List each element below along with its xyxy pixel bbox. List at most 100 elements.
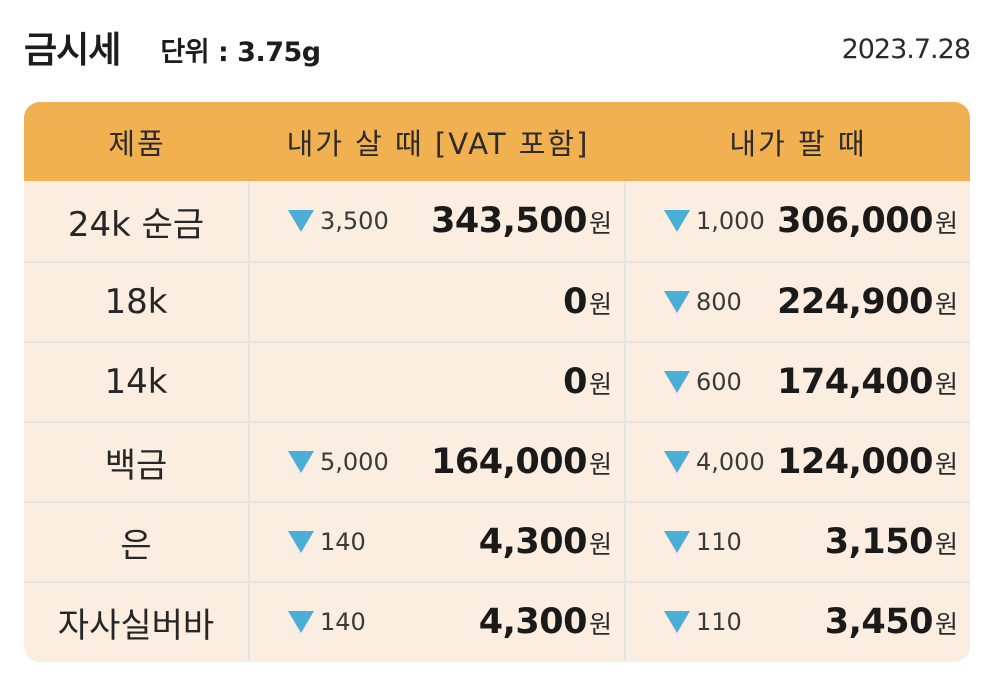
sell-change: 1,000 <box>664 207 777 235</box>
table-row: 24k 순금 3,500 343,500 원 1,000 306,000 원 <box>24 181 970 261</box>
sell-price: 3,450 원 <box>825 602 958 642</box>
sell-price-cell: 800 224,900 원 <box>626 263 970 341</box>
buy-change-value: 140 <box>320 528 366 556</box>
down-arrow-icon <box>288 611 314 633</box>
page-title: 금시세 <box>24 30 121 71</box>
product-name: 14k <box>24 343 250 421</box>
product-name: 자사실버바 <box>24 583 250 661</box>
down-arrow-icon <box>288 451 314 473</box>
page-header: 금시세 단위 : 3.75g 2023.7.28 <box>24 14 971 80</box>
buy-change: 5,000 <box>288 448 408 476</box>
currency-suffix: 원 <box>934 610 958 639</box>
sell-change: 600 <box>664 368 777 396</box>
buy-price: 4,300 원 <box>479 602 612 642</box>
down-arrow-icon <box>664 611 690 633</box>
sell-price-amount: 3,150 <box>824 522 934 562</box>
column-header-buy: 내가 살 때 [VAT 포함] <box>286 126 590 161</box>
sell-price-cell: 4,000 124,000 원 <box>626 423 970 501</box>
currency-suffix: 원 <box>588 450 612 479</box>
currency-suffix: 원 <box>588 530 612 559</box>
currency-suffix: 원 <box>588 290 612 319</box>
buy-change: 140 <box>288 528 408 556</box>
table-header: 제품 내가 살 때 [VAT 포함] 내가 팔 때 <box>24 102 970 181</box>
buy-price-amount: 164,000 <box>431 442 587 482</box>
buy-price-amount: 0 <box>563 362 587 402</box>
column-header-product: 제품 <box>108 126 166 161</box>
buy-price-cell: 140 4,300 원 <box>250 503 626 581</box>
down-arrow-icon <box>664 291 690 313</box>
down-arrow-icon <box>288 531 314 553</box>
product-name: 18k <box>24 263 250 341</box>
sell-change-value: 600 <box>696 368 742 396</box>
sell-change-value: 110 <box>696 528 742 556</box>
sell-price-amount: 224,900 <box>777 282 933 322</box>
buy-price-amount: 4,300 <box>478 522 588 562</box>
sell-price-amount: 3,450 <box>824 602 934 642</box>
buy-change: 140 <box>288 608 408 636</box>
down-arrow-icon <box>664 371 690 393</box>
product-name: 24k 순금 <box>24 181 250 261</box>
unit-label: 단위 : 3.75g <box>160 36 321 68</box>
down-arrow-icon <box>664 451 690 473</box>
buy-price: 343,500 원 <box>431 201 612 241</box>
sell-price-cell: 1,000 306,000 원 <box>626 181 970 261</box>
sell-change: 110 <box>664 528 784 556</box>
gold-price-table: 제품 내가 살 때 [VAT 포함] 내가 팔 때 24k 순금 3,500 343… <box>24 102 970 662</box>
currency-suffix: 원 <box>934 530 958 559</box>
buy-price-cell: 140 4,300 원 <box>250 583 626 661</box>
sell-change: 4,000 <box>664 448 777 476</box>
sell-price-cell: 110 3,150 원 <box>626 503 970 581</box>
down-arrow-icon <box>664 531 690 553</box>
table-row: 18k 0 원 800 224,900 원 <box>24 261 970 341</box>
sell-price-cell: 110 3,450 원 <box>626 583 970 661</box>
buy-change: 3,500 <box>288 207 408 235</box>
sell-price-amount: 124,000 <box>777 442 933 482</box>
buy-price-amount: 343,500 <box>431 201 587 241</box>
sell-change-value: 4,000 <box>696 448 765 476</box>
sell-price-amount: 174,400 <box>777 362 933 402</box>
product-name: 백금 <box>24 423 250 501</box>
buy-price: 4,300 원 <box>479 522 612 562</box>
sell-change: 110 <box>664 608 784 636</box>
table-body: 24k 순금 3,500 343,500 원 1,000 306,000 원 18k 0 원 800… <box>24 181 970 661</box>
sell-price: 174,400 원 <box>777 362 958 402</box>
buy-change-value: 3,500 <box>320 207 389 235</box>
down-arrow-icon <box>288 210 314 232</box>
buy-change-value: 5,000 <box>320 448 389 476</box>
currency-suffix: 원 <box>588 370 612 399</box>
currency-suffix: 원 <box>934 209 958 238</box>
buy-change-value: 140 <box>320 608 366 636</box>
currency-suffix: 원 <box>934 370 958 399</box>
sell-price-amount: 306,000 <box>777 201 933 241</box>
sell-price-cell: 600 174,400 원 <box>626 343 970 421</box>
sell-change: 800 <box>664 288 777 316</box>
table-row: 자사실버바 140 4,300 원 110 3,450 원 <box>24 581 970 661</box>
buy-price-amount: 0 <box>563 282 587 322</box>
down-arrow-icon <box>664 210 690 232</box>
buy-price-amount: 4,300 <box>478 602 588 642</box>
table-row: 백금 5,000 164,000 원 4,000 124,000 원 <box>24 421 970 501</box>
sell-price: 224,900 원 <box>777 282 958 322</box>
currency-suffix: 원 <box>934 290 958 319</box>
product-name: 은 <box>24 503 250 581</box>
sell-change-value: 1,000 <box>696 207 765 235</box>
sell-price: 306,000 원 <box>777 201 958 241</box>
sell-change-value: 110 <box>696 608 742 636</box>
buy-price-cell: 5,000 164,000 원 <box>250 423 626 501</box>
sell-price: 3,150 원 <box>825 522 958 562</box>
sell-change-value: 800 <box>696 288 742 316</box>
buy-price-cell: 3,500 343,500 원 <box>250 181 626 261</box>
currency-suffix: 원 <box>588 209 612 238</box>
table-row: 은 140 4,300 원 110 3,150 원 <box>24 501 970 581</box>
buy-price: 164,000 원 <box>431 442 612 482</box>
sell-price: 124,000 원 <box>777 442 958 482</box>
table-row: 14k 0 원 600 174,400 원 <box>24 341 970 421</box>
date-label: 2023.7.28 <box>841 33 971 65</box>
currency-suffix: 원 <box>934 450 958 479</box>
column-header-sell: 내가 팔 때 <box>729 126 867 161</box>
currency-suffix: 원 <box>588 610 612 639</box>
